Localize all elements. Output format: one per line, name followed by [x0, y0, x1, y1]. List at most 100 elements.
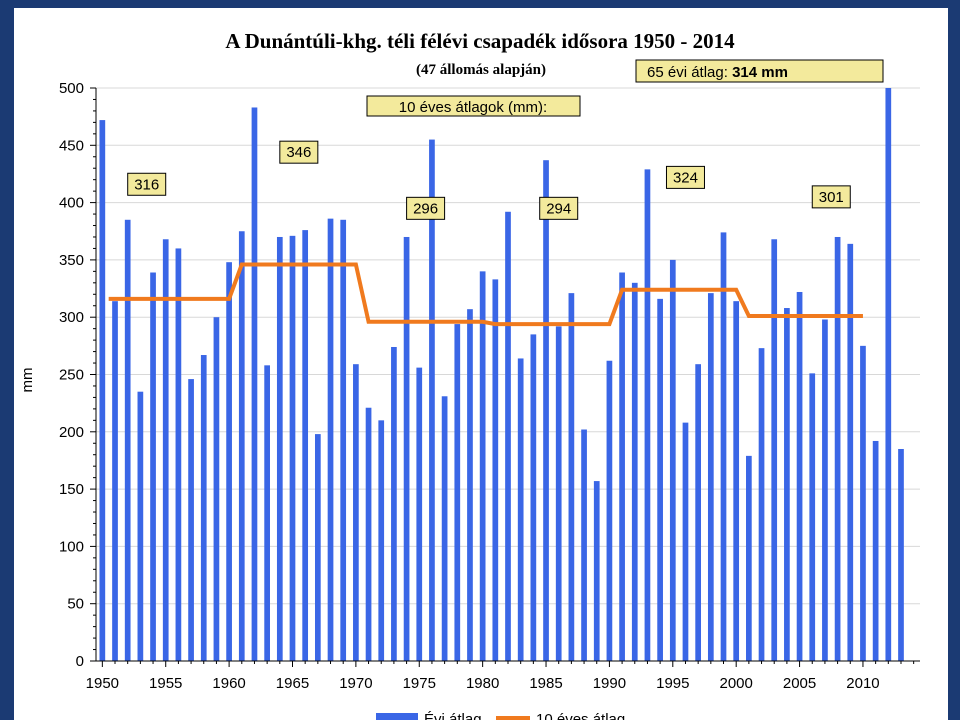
decade-box-bg	[279, 140, 319, 164]
decade-box-bg	[811, 185, 851, 209]
y-tick-labels: 0 50 100 150 200 250 300 350 400 450 500	[59, 80, 84, 670]
x-tick-label: 2005	[783, 675, 816, 692]
bar	[454, 324, 461, 661]
bar	[391, 346, 397, 661]
decade-box-bg	[406, 196, 446, 220]
decade-average-box: 346	[279, 140, 319, 164]
y-tick-label: 500	[59, 80, 84, 97]
y-tick-label: 0	[76, 653, 84, 670]
bar	[644, 169, 651, 661]
bar	[99, 120, 106, 661]
bar	[809, 373, 816, 661]
bar	[707, 293, 714, 661]
decade-average-value: 294	[546, 200, 571, 217]
decade-average-value: 316	[134, 176, 159, 193]
bar	[162, 239, 169, 661]
y-tick-label: 200	[59, 424, 84, 441]
bar	[581, 429, 587, 661]
long-term-average-box: 65 évi átlag: 314 mm	[635, 59, 884, 83]
bar	[416, 367, 423, 661]
y-tick-label: 100	[59, 538, 84, 555]
x-tick-label: 1985	[529, 675, 562, 692]
legend-line-label: 10 éves átlag	[536, 711, 625, 720]
bar	[543, 160, 549, 661]
decade-average-box: 301	[811, 185, 851, 209]
decade-average-box: 294	[539, 196, 579, 220]
x-tick-label: 2010	[846, 675, 879, 692]
y-tick-label: 50	[67, 596, 84, 613]
x-tick-label: 2000	[719, 675, 752, 692]
bar	[327, 218, 334, 662]
bar	[365, 407, 372, 661]
bar	[467, 309, 473, 661]
legend-bar-label: Évi átlag	[424, 711, 482, 720]
bar	[669, 259, 676, 661]
bar	[238, 231, 245, 661]
decade-box-bg	[127, 172, 167, 196]
chart-panel: A Dunántúli-khg. téli félévi csapadék id…	[14, 8, 948, 720]
bar	[606, 360, 613, 661]
bar	[226, 262, 232, 661]
bar	[137, 391, 144, 661]
bar	[885, 88, 892, 661]
bar	[517, 358, 524, 661]
x-tick-label: 1990	[593, 675, 626, 692]
long-term-label: 65 évi átlag:	[647, 64, 728, 81]
y-tick-label: 150	[59, 481, 84, 498]
svg-text:65 évi átlag: 314 mm: 65 évi átlag: 314 mm	[647, 64, 788, 81]
decade-average-box: 316	[127, 172, 167, 196]
decade-average-line	[108, 262, 863, 327]
bar	[505, 211, 511, 661]
decade-title: 10 éves átlagok (mm):	[399, 99, 547, 116]
bar	[441, 396, 448, 661]
y-tick-label: 300	[59, 309, 84, 326]
x-tick-label: 1965	[276, 675, 309, 692]
bar	[898, 448, 904, 661]
bar	[860, 345, 866, 661]
decade-box-bg	[665, 165, 705, 189]
bar	[188, 379, 194, 661]
x-tick-label: 1995	[656, 675, 689, 692]
bar-series	[99, 88, 904, 662]
bar	[530, 334, 537, 661]
bar	[847, 243, 854, 661]
y-axis-label: mm	[19, 368, 36, 393]
bar	[657, 298, 663, 661]
bar	[555, 326, 562, 661]
y-tick-label: 350	[59, 252, 84, 269]
bar	[251, 107, 258, 662]
decade-average-value: 346	[286, 144, 311, 161]
decade-average-value: 324	[673, 169, 698, 186]
y-tick-label: 450	[59, 137, 84, 154]
x-tick-label: 1980	[466, 675, 499, 692]
y-tick-label: 250	[59, 367, 84, 384]
chart-svg: A Dunántúli-khg. téli félévi csapadék id…	[19, 29, 920, 720]
bar	[429, 139, 435, 661]
bar	[302, 230, 309, 661]
bar	[124, 219, 131, 662]
bar	[403, 236, 410, 662]
bar	[289, 235, 296, 662]
x-tick-label: 1955	[149, 675, 182, 692]
bar	[213, 317, 220, 661]
legend: Évi átlag 10 éves átlag	[376, 711, 625, 720]
legend-bar-swatch	[376, 713, 418, 720]
bar	[593, 481, 600, 661]
bar	[340, 219, 347, 662]
bar	[720, 232, 727, 661]
bar	[200, 355, 207, 661]
bar	[796, 291, 803, 661]
bar	[784, 308, 790, 661]
x-tick-label: 1960	[212, 675, 245, 692]
bar	[353, 364, 359, 661]
chart-title: A Dunántúli-khg. téli félévi csapadék id…	[225, 29, 735, 53]
bar	[733, 301, 740, 661]
x-tick-labels: 1950 1955 1960 1965 1970 1975 1980 1985 1990 1995…	[86, 675, 880, 692]
chart-subtitle: (47 állomás alapján)	[416, 62, 546, 78]
decade-average-box: 296	[406, 196, 446, 220]
decade-box-bg	[539, 196, 579, 220]
axes	[90, 87, 920, 667]
bar	[631, 282, 638, 661]
line-series	[108, 262, 863, 327]
bar	[264, 365, 270, 661]
